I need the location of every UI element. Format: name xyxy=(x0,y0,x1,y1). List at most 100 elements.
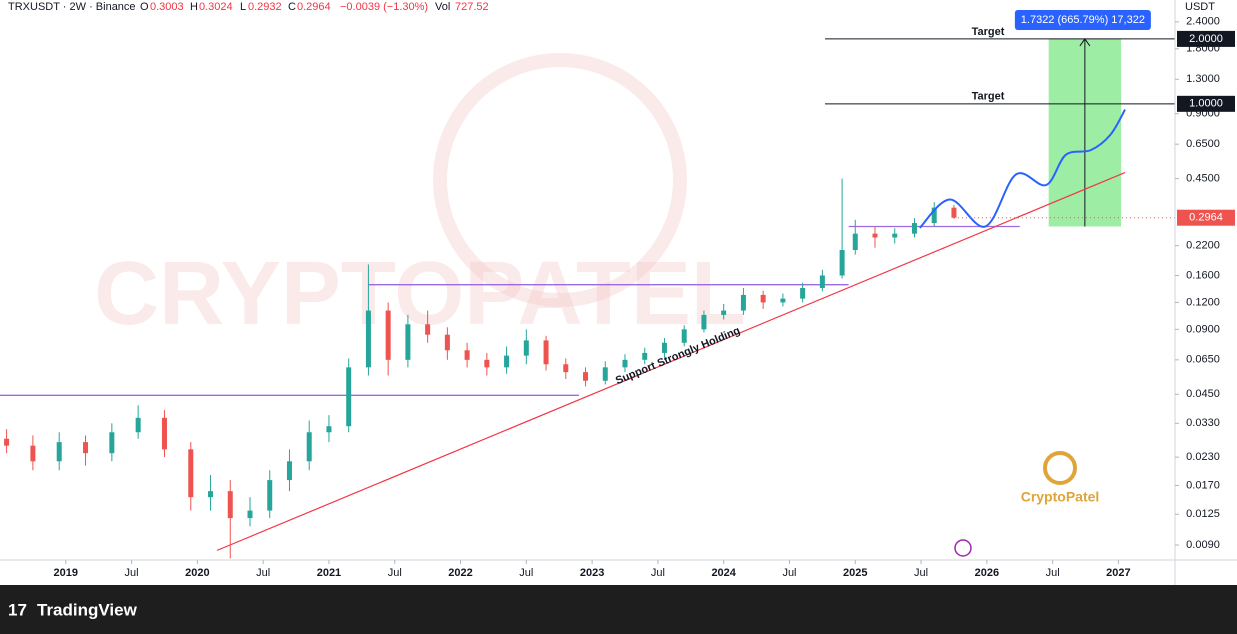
footer-brand: TradingView xyxy=(37,600,138,619)
target-price: 1.0000 xyxy=(1189,98,1223,110)
candle-body xyxy=(701,314,707,330)
x-tick-label: Jul xyxy=(388,567,402,579)
watermark-logo xyxy=(433,53,687,307)
logo: CryptoPatel xyxy=(1021,451,1099,505)
target-price-box xyxy=(1177,95,1235,112)
y-tick-label: 0.0170 xyxy=(1186,479,1220,491)
close-value: 0.2964 xyxy=(297,1,331,13)
candle-body xyxy=(800,287,806,299)
candle-body xyxy=(721,310,727,315)
volume-value: 727.52 xyxy=(455,1,489,13)
candle-body xyxy=(642,352,648,360)
symbol: TRXUSDT · 2W · Binance xyxy=(8,1,136,13)
change: −0.0039 (−1.30%) xyxy=(340,1,428,13)
candle-body xyxy=(839,250,845,276)
candle-body xyxy=(852,233,858,251)
x-tick-label: Jul xyxy=(914,567,928,579)
projection-line xyxy=(919,109,1126,229)
trendline xyxy=(216,172,1126,551)
x-tick-label: 2019 xyxy=(54,567,78,579)
y-tick-label: 2.4000 xyxy=(1186,16,1220,28)
candle-body xyxy=(385,310,391,360)
candle-body xyxy=(819,275,825,288)
low-label: L xyxy=(240,1,246,13)
target-text: Target xyxy=(972,26,1005,38)
last-price-box xyxy=(1177,209,1235,226)
candle-body xyxy=(30,445,36,462)
x-tick-label: Jul xyxy=(256,567,270,579)
footer-logo-mark: 17 xyxy=(8,600,27,619)
y-tick-label: 0.0090 xyxy=(1186,539,1220,551)
open-label: O xyxy=(140,1,149,13)
low-value: 0.2932 xyxy=(248,1,282,13)
candle-body xyxy=(484,359,490,368)
candle-body xyxy=(247,510,253,519)
y-tick-label: 0.0125 xyxy=(1186,508,1220,520)
candle-body xyxy=(306,432,312,462)
candle-body xyxy=(583,372,589,381)
candle-body xyxy=(681,329,687,343)
logo-icon xyxy=(1043,451,1077,485)
high-value: 0.3024 xyxy=(199,1,233,13)
x-tick-label: 2026 xyxy=(975,567,999,579)
y-tick-label: 0.0900 xyxy=(1186,323,1220,335)
candle-body xyxy=(740,294,746,311)
candle-body xyxy=(56,442,62,462)
measure-label: 1.7322 (665.79%) 17,322 xyxy=(1021,14,1145,26)
candle-body xyxy=(464,350,470,360)
x-tick-label: 2025 xyxy=(843,567,867,579)
candle-body xyxy=(872,233,878,238)
y-tick-label: 0.2200 xyxy=(1186,240,1220,252)
candle-body xyxy=(780,298,786,303)
x-tick-label: Jul xyxy=(651,567,665,579)
candle-body xyxy=(661,342,667,353)
candle-body xyxy=(161,417,167,450)
y-tick-label: 1.3000 xyxy=(1186,73,1220,85)
candle-body xyxy=(109,432,115,454)
target-price-box xyxy=(1177,30,1235,47)
x-tick-label: Jul xyxy=(1046,567,1060,579)
candle-body xyxy=(760,294,766,303)
watermark: CRYPTOPATEL xyxy=(94,244,746,344)
candle-body xyxy=(135,417,141,433)
candle-body xyxy=(523,340,529,356)
candle-body xyxy=(326,426,332,433)
x-tick-label: Jul xyxy=(782,567,796,579)
candle-body xyxy=(951,207,957,218)
y-tick-label: 0.0650 xyxy=(1186,354,1220,366)
candle-body xyxy=(892,233,898,238)
target-text: Target xyxy=(972,91,1005,103)
candle-body xyxy=(227,491,233,519)
candle-body xyxy=(622,359,628,368)
candle-body xyxy=(208,491,214,498)
candle-body xyxy=(267,480,273,511)
y-tick-label: 0.1200 xyxy=(1186,296,1220,308)
x-tick-label: 2021 xyxy=(317,567,341,579)
measure-label-box xyxy=(1014,10,1151,30)
candle-body xyxy=(602,367,608,381)
high-label: H xyxy=(190,1,198,13)
y-tick-label: 0.0230 xyxy=(1186,451,1220,463)
open-value: 0.3003 xyxy=(150,1,184,13)
candle-body xyxy=(931,207,937,224)
x-tick-label: 2020 xyxy=(185,567,209,579)
candle-body xyxy=(188,449,194,498)
candle-body xyxy=(911,223,917,234)
x-tick-label: 2023 xyxy=(580,567,604,579)
y-tick-label: 0.6500 xyxy=(1186,138,1220,150)
header: TRXUSDT · 2W · Binance O 0.3003 H 0.3024… xyxy=(8,1,489,13)
close-label: C xyxy=(288,1,296,13)
y-tick-label: 0.1600 xyxy=(1186,269,1220,281)
candle-body xyxy=(365,310,371,368)
y-tick-label: 0.0330 xyxy=(1186,417,1220,429)
footer xyxy=(0,585,1237,634)
candle-body xyxy=(444,334,450,351)
candle-body xyxy=(425,324,431,335)
axis-unit: USDT xyxy=(1185,1,1215,13)
volume-label: Vol xyxy=(435,1,450,13)
candle-body xyxy=(563,364,569,373)
target-price: 2.0000 xyxy=(1189,33,1223,45)
